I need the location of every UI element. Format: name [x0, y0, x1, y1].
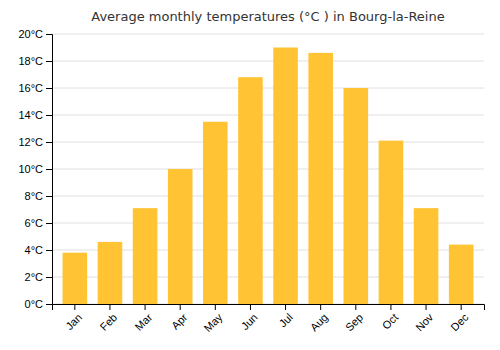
tick-mark: [461, 304, 462, 310]
x-axis: Jan Feb Mar Apr May Jun Jul Aug Sep Oct Nov Dec: [53, 304, 485, 334]
tick-mark: [426, 304, 427, 310]
x-tick: Mar: [133, 304, 155, 333]
y-axis: 0°C 2°C 4°C 6°C 8°C 10°C 12°C 14°C 16°C 18°C 20°C: [18, 28, 52, 310]
bar: [168, 169, 193, 304]
tick-label: Nov: [413, 311, 436, 334]
grid-line: [52, 61, 484, 62]
grid-line: [52, 115, 484, 116]
y-tick: 4°C: [25, 244, 52, 256]
y-tick: 0°C: [25, 298, 52, 310]
bar: [379, 141, 404, 304]
y-tick: 14°C: [18, 109, 52, 121]
x-tick: Dec: [448, 304, 471, 333]
x-tick: Nov: [413, 304, 436, 333]
grid-line: [52, 88, 484, 89]
tick-mark: [74, 304, 75, 310]
tick-label: Feb: [97, 311, 119, 333]
tick-label: 2°C: [25, 271, 44, 283]
tick-label: Jan: [63, 311, 84, 332]
tick-label: Sep: [343, 311, 365, 333]
y-tick: 12°C: [18, 136, 52, 148]
y-tick: 2°C: [25, 271, 52, 283]
tick-label: 12°C: [18, 136, 43, 148]
bar: [238, 77, 263, 304]
x-tick: Jun: [239, 304, 260, 332]
tick-mark: [320, 304, 321, 310]
tick-mark: [46, 34, 52, 35]
bar: [63, 253, 88, 304]
plot: 0°C 2°C 4°C 6°C 8°C 10°C 12°C 14°C 16°C 18°C 20°C J…: [18, 28, 484, 334]
tick-label: Jul: [276, 311, 294, 329]
x-tick: Jul: [276, 304, 294, 330]
tick-label: Dec: [448, 311, 471, 334]
bar: [203, 122, 228, 304]
grid-line: [52, 169, 484, 170]
bar: [308, 53, 333, 304]
tick-label: 14°C: [18, 109, 43, 121]
bar: [133, 208, 158, 304]
tick-mark: [46, 223, 52, 224]
tick-label: May: [201, 311, 225, 335]
x-tick: Sep: [343, 304, 365, 333]
bar: [98, 242, 123, 304]
tick-label: Aug: [308, 311, 330, 333]
tick-mark: [250, 304, 251, 310]
tick-label: 18°C: [18, 55, 43, 67]
bar: [449, 245, 474, 304]
tick-label: Oct: [380, 311, 401, 332]
tick-mark: [355, 304, 356, 310]
tick-label: Apr: [169, 311, 190, 332]
tick-mark: [46, 304, 52, 305]
y-tick: 6°C: [25, 217, 52, 229]
tick-mark: [180, 304, 181, 310]
x-tick: Jan: [63, 304, 84, 332]
grid-line: [52, 142, 484, 143]
tick-mark: [46, 115, 52, 116]
axis-line: [46, 35, 53, 305]
bar: [344, 88, 369, 304]
tick-mark: [390, 304, 391, 310]
tick-mark: [215, 304, 216, 310]
tick-label: 10°C: [18, 163, 43, 175]
tick-mark: [46, 277, 52, 278]
tick-label: 0°C: [25, 298, 44, 310]
tick-mark: [46, 169, 52, 170]
bar: [273, 48, 298, 305]
x-tick: Oct: [380, 304, 401, 332]
tick-mark: [109, 304, 110, 310]
axis-line: [53, 305, 485, 311]
y-tick: 10°C: [18, 163, 52, 175]
x-tick: May: [201, 304, 225, 334]
y-tick: 18°C: [18, 55, 52, 67]
grid: [52, 34, 484, 304]
tick-label: 20°C: [18, 28, 43, 40]
tick-mark: [46, 196, 52, 197]
tick-label: 16°C: [18, 82, 43, 94]
x-tick: Apr: [169, 304, 190, 332]
grid-line: [52, 34, 484, 35]
tick-label: 8°C: [25, 190, 44, 202]
x-tick: Feb: [97, 304, 119, 333]
tick-mark: [46, 250, 52, 251]
chart: 0°C 2°C 4°C 6°C 8°C 10°C 12°C 14°C 16°C 18°C 20°C J…: [0, 0, 500, 350]
bar: [414, 208, 439, 304]
y-tick: 8°C: [25, 190, 52, 202]
tick-label: Jun: [239, 311, 260, 332]
y-tick: 20°C: [18, 28, 52, 40]
tick-mark: [145, 304, 146, 310]
tick-label: 4°C: [25, 244, 44, 256]
grid-line: [52, 196, 484, 197]
bars: [63, 48, 474, 305]
y-tick: 16°C: [18, 82, 52, 94]
tick-mark: [285, 304, 286, 310]
tick-label: Mar: [133, 311, 155, 333]
title: Average monthly temperatures (°C ) in Bo…: [91, 9, 444, 24]
tick-mark: [46, 88, 52, 89]
tick-label: 6°C: [25, 217, 44, 229]
tick-mark: [46, 142, 52, 143]
x-tick: Aug: [308, 304, 330, 333]
tick-mark: [46, 61, 52, 62]
